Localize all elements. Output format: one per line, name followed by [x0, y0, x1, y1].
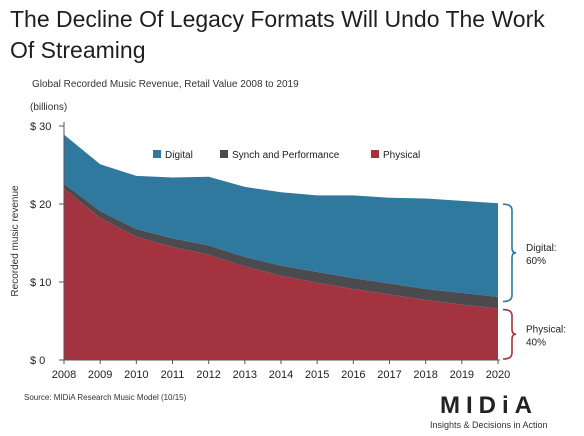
- chart-title: The Decline Of Legacy Formats Will Undo …: [10, 6, 545, 63]
- logo-tagline: Insights & Decisions in Action: [430, 420, 548, 430]
- legend-swatch-digital: [153, 150, 161, 158]
- share-brackets: Digital: 60% Physical: 40%: [502, 203, 566, 360]
- y-tick-labels: $ 0 $ 10 $ 20 $ 30: [30, 121, 51, 367]
- y-tick-label: $ 30: [30, 121, 51, 133]
- chart-subtitle: Global Recorded Music Revenue, Retail Va…: [32, 79, 299, 90]
- legend-label-physical: Physical: [383, 150, 420, 161]
- x-tick-label: 2020: [486, 369, 510, 381]
- area-layers: [64, 134, 498, 360]
- y-tick-label: $ 10: [30, 277, 51, 289]
- legend: Digital Synch and Performance Physical: [153, 150, 420, 161]
- x-tick-label: 2009: [88, 369, 112, 381]
- axes: [59, 122, 500, 364]
- x-tick-label: 2018: [413, 369, 437, 381]
- x-tick-label: 2014: [269, 369, 293, 381]
- x-tick-label: 2019: [450, 369, 474, 381]
- bracket-digital: [502, 203, 517, 303]
- area-synch-and-performance: [64, 183, 498, 309]
- midia-logo: MIDiA Insights & Decisions in Action: [430, 392, 580, 431]
- annotation-value-physical: 40%: [526, 337, 546, 348]
- y-tick-label: $ 20: [30, 199, 51, 211]
- x-tick-label: 2013: [233, 369, 257, 381]
- x-tick-label: 2008: [52, 369, 76, 381]
- bracket-physical: [502, 308, 517, 360]
- x-tick-label: 2011: [161, 369, 185, 381]
- area-digital: [64, 134, 498, 297]
- legend-label-digital: Digital: [165, 150, 193, 161]
- x-tick-label: 2016: [341, 369, 365, 381]
- annotation-value-digital: 60%: [526, 256, 546, 267]
- legend-swatch-synch: [220, 150, 228, 158]
- x-tick-label: 2010: [124, 369, 148, 381]
- x-tick-label: 2012: [196, 369, 220, 381]
- y-axis-label: Recorded music revenue: [10, 185, 21, 297]
- logo-wordmark: MIDiA: [440, 392, 538, 419]
- annotation-label-digital: Digital:: [526, 243, 557, 254]
- source-note: Source: MIDiA Research Music Model (10/1…: [24, 393, 187, 402]
- x-tick-labels: 2008 2009 2010 2011 2012 2013 2014 2015 2016 2017…: [52, 369, 510, 381]
- legend-swatch-physical: [371, 150, 379, 158]
- y-unit-label: (billions): [30, 102, 67, 113]
- y-tick-label: $ 0: [30, 355, 45, 367]
- x-tick-label: 2015: [305, 369, 329, 381]
- x-tick-label: 2017: [377, 369, 401, 381]
- legend-label-synch: Synch and Performance: [232, 150, 340, 161]
- area-physical: [64, 188, 498, 360]
- annotation-label-physical: Physical:: [526, 324, 566, 335]
